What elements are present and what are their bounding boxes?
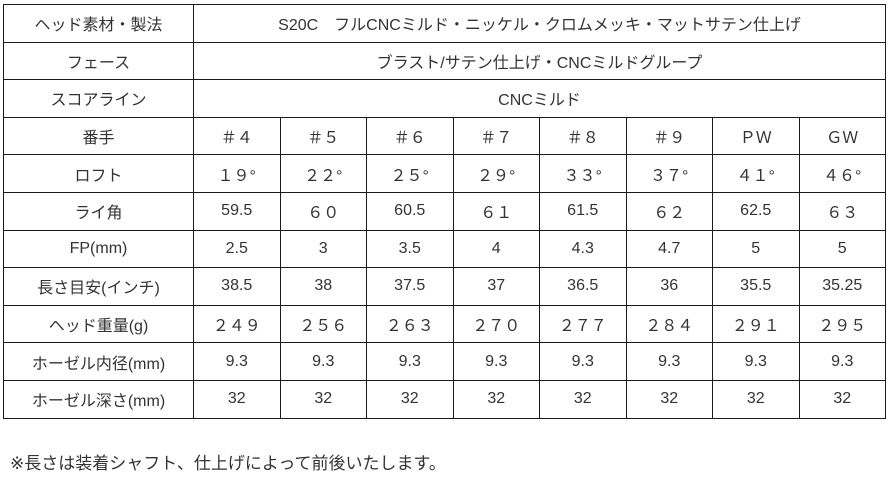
row-club-number: 番手 ＃４ ＃５ ＃６ ＃７ ＃８ ＃９ ＰＷ ＧＷ xyxy=(3,116,886,156)
fp-cell: 2.5 xyxy=(193,229,281,269)
length-cell: 35.5 xyxy=(712,267,800,306)
row-label-head-weight: ヘッド重量(g) xyxy=(3,304,194,344)
score-line-value: CNCミルド xyxy=(193,79,886,118)
loft-cell: ４１° xyxy=(712,154,800,193)
loft-cell: ３７° xyxy=(625,154,713,193)
loft-cell: ２９° xyxy=(452,154,540,193)
hosel-depth-cell: 32 xyxy=(452,379,540,419)
lie-angle-cell: 62.5 xyxy=(712,191,800,231)
hosel-bore-cell: 9.3 xyxy=(193,342,281,381)
fp-cell: 5 xyxy=(798,229,886,269)
lie-angle-cell: 59.5 xyxy=(193,191,281,231)
row-label-hosel-bore: ホーゼル内径(mm) xyxy=(3,342,194,381)
hosel-bore-cell: 9.3 xyxy=(712,342,800,381)
hosel-bore-cell: 9.3 xyxy=(625,342,713,381)
loft-cell: １９° xyxy=(193,154,281,193)
hosel-bore-cell: 9.3 xyxy=(798,342,886,381)
hosel-bore-cell: 9.3 xyxy=(452,342,540,381)
lie-angle-cell: 61.5 xyxy=(539,191,627,231)
row-label-score-line: スコアライン xyxy=(3,79,194,118)
lie-angle-cell: ６０ xyxy=(279,191,367,231)
club-spec-table: ヘッド素材・製法 S20C フルCNCミルド・ニッケル・クロムメッキ・マットサテ… xyxy=(3,4,886,419)
hosel-bore-cell: 9.3 xyxy=(366,342,454,381)
row-label-length: 長さ目安(インチ) xyxy=(3,267,194,306)
hosel-depth-cell: 32 xyxy=(366,379,454,419)
head-weight-cell: ２７７ xyxy=(539,304,627,344)
row-hosel-depth: ホーゼル深さ(mm) 32 32 32 32 32 32 32 32 xyxy=(3,379,886,419)
hosel-depth-cell: 32 xyxy=(539,379,627,419)
row-face: フェース ブラスト/サテン仕上げ・CNCミルドグループ xyxy=(3,41,886,81)
length-cell: 38.5 xyxy=(193,267,281,306)
lie-angle-cell: ６３ xyxy=(798,191,886,231)
hosel-bore-cell: 9.3 xyxy=(279,342,367,381)
club-number-cell: ＃８ xyxy=(539,116,627,156)
club-number-cell: ＧＷ xyxy=(798,116,886,156)
hosel-depth-cell: 32 xyxy=(193,379,281,419)
loft-cell: ２２° xyxy=(279,154,367,193)
length-cell: 37 xyxy=(452,267,540,306)
club-number-cell: ＃６ xyxy=(366,116,454,156)
row-head-material: ヘッド素材・製法 S20C フルCNCミルド・ニッケル・クロムメッキ・マットサテ… xyxy=(3,4,886,43)
club-number-cell: ＃７ xyxy=(452,116,540,156)
lie-angle-cell: ６１ xyxy=(452,191,540,231)
length-cell: 38 xyxy=(279,267,367,306)
fp-cell: 5 xyxy=(712,229,800,269)
hosel-depth-cell: 32 xyxy=(798,379,886,419)
head-weight-cell: ２９５ xyxy=(798,304,886,344)
length-cell: 37.5 xyxy=(366,267,454,306)
head-weight-cell: ２６３ xyxy=(366,304,454,344)
club-number-cell: ＰＷ xyxy=(712,116,800,156)
head-weight-cell: ２４９ xyxy=(193,304,281,344)
fp-cell: 3 xyxy=(279,229,367,269)
club-number-cell: ＃９ xyxy=(625,116,713,156)
hosel-bore-cell: 9.3 xyxy=(539,342,627,381)
club-number-cell: ＃４ xyxy=(193,116,281,156)
face-value: ブラスト/サテン仕上げ・CNCミルドグループ xyxy=(193,41,886,81)
row-length: 長さ目安(インチ) 38.5 38 37.5 37 36.5 36 35.5 3… xyxy=(3,267,886,306)
row-label-face: フェース xyxy=(3,41,194,81)
head-material-value: S20C フルCNCミルド・ニッケル・クロムメッキ・マットサテン仕上げ xyxy=(193,4,886,43)
hosel-depth-cell: 32 xyxy=(712,379,800,419)
row-hosel-bore: ホーゼル内径(mm) 9.3 9.3 9.3 9.3 9.3 9.3 9.3 9… xyxy=(3,342,886,381)
head-weight-cell: ２８４ xyxy=(625,304,713,344)
length-cell: 35.25 xyxy=(798,267,886,306)
hosel-depth-cell: 32 xyxy=(625,379,713,419)
hosel-depth-cell: 32 xyxy=(279,379,367,419)
row-score-line: スコアライン CNCミルド xyxy=(3,79,886,118)
row-label-club-number: 番手 xyxy=(3,116,194,156)
loft-cell: ４６° xyxy=(798,154,886,193)
loft-cell: ２５° xyxy=(366,154,454,193)
head-weight-cell: ２９１ xyxy=(712,304,800,344)
fp-cell: 3.5 xyxy=(366,229,454,269)
row-label-fp: FP(mm) xyxy=(3,229,194,269)
row-label-head-material: ヘッド素材・製法 xyxy=(3,4,194,43)
row-head-weight: ヘッド重量(g) ２４９ ２５６ ２６３ ２７０ ２７７ ２８４ ２９１ ２９５ xyxy=(3,304,886,344)
length-cell: 36 xyxy=(625,267,713,306)
fp-cell: 4.7 xyxy=(625,229,713,269)
row-label-loft: ロフト xyxy=(3,154,194,193)
head-weight-cell: ２５６ xyxy=(279,304,367,344)
club-number-cell: ＃５ xyxy=(279,116,367,156)
fp-cell: 4.3 xyxy=(539,229,627,269)
length-cell: 36.5 xyxy=(539,267,627,306)
row-fp: FP(mm) 2.5 3 3.5 4 4.3 4.7 5 5 xyxy=(3,229,886,269)
lie-angle-cell: 60.5 xyxy=(366,191,454,231)
row-label-hosel-depth: ホーゼル深さ(mm) xyxy=(3,379,194,419)
row-loft: ロフト １９° ２２° ２５° ２９° ３３° ３７° ４１° ４６° xyxy=(3,154,886,193)
row-label-lie-angle: ライ角 xyxy=(3,191,194,231)
row-lie-angle: ライ角 59.5 ６０ 60.5 ６１ 61.5 ６２ 62.5 ６３ xyxy=(3,191,886,231)
loft-cell: ３３° xyxy=(539,154,627,193)
head-weight-cell: ２７０ xyxy=(452,304,540,344)
length-disclaimer-note: ※長さは装着シャフト、仕上げによって前後いたします。 xyxy=(10,454,446,473)
lie-angle-cell: ６２ xyxy=(625,191,713,231)
fp-cell: 4 xyxy=(452,229,540,269)
